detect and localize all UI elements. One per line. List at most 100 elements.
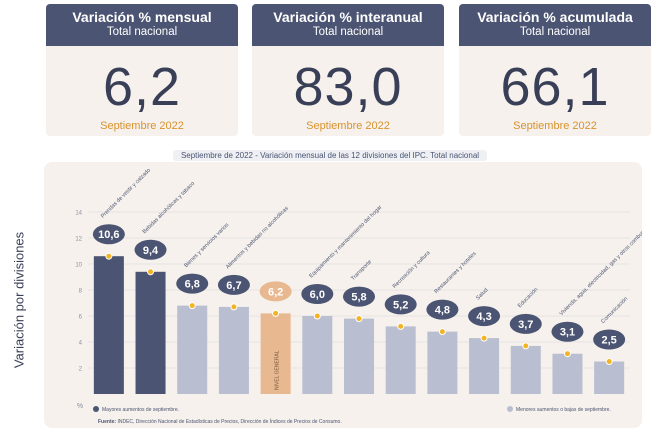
legend-highest-label: Mayores aumentos de septiembre. — [102, 407, 179, 413]
bar-marker-10 — [522, 342, 530, 350]
value-bubble-9 — [468, 306, 501, 327]
bar-12 — [594, 361, 625, 394]
bar-4 — [260, 313, 291, 394]
y-tick-label: 8 — [79, 289, 83, 295]
y-tick-label: 12 — [75, 237, 82, 243]
value-bubble-0 — [92, 224, 125, 245]
card-monthly: Variación % mensual Total nacional 6,2 S… — [46, 4, 238, 136]
y-axis-label-text: Variación por divisiones — [11, 231, 27, 369]
bar-marker-1 — [147, 268, 155, 276]
legend-lower-label: Menores aumentos o bajas de septiembre. — [516, 407, 611, 413]
value-label-11: 3,1 — [560, 327, 575, 339]
value-bubble-7 — [384, 294, 417, 315]
category-label-2: Bienes y servicios varios — [183, 222, 230, 269]
bar-7 — [385, 326, 416, 394]
card-accumulated-subtitle: Total nacional — [519, 26, 591, 38]
value-label-9: 4,3 — [476, 311, 491, 323]
value-bubble-8 — [426, 299, 459, 320]
value-bubble-10 — [509, 313, 542, 334]
bar-marker-6 — [355, 315, 363, 323]
bar-marker-0 — [105, 252, 113, 260]
card-monthly-date: Septiembre 2022 — [100, 120, 184, 132]
bar-marker-9 — [480, 334, 488, 342]
value-bubble-1 — [134, 239, 167, 260]
bar-marker-5 — [313, 312, 321, 320]
bar-11 — [552, 353, 583, 394]
card-monthly-header: Variación % mensual Total nacional — [46, 4, 238, 46]
card-monthly-subtitle: Total nacional — [106, 26, 178, 38]
source-note: Fuente: INDEC, Dirección Nacional de Est… — [98, 419, 342, 425]
bar-0 — [93, 256, 124, 394]
card-yearly-subtitle: Total nacional — [312, 26, 384, 38]
y-unit-label: % — [77, 403, 83, 410]
value-label-8: 4,8 — [435, 305, 450, 317]
value-label-12: 2,5 — [602, 335, 617, 347]
value-label-1: 9,4 — [143, 245, 159, 257]
bar-1 — [135, 271, 166, 394]
card-yearly-header: Variación % interanual Total nacional — [252, 4, 444, 46]
y-tick-label: 10 — [75, 263, 82, 269]
category-label-1: Bebidas alcohólicas y tabaco — [142, 181, 196, 235]
bar-8 — [427, 331, 458, 394]
category-label-6: Transporte — [350, 259, 373, 282]
card-yearly-title: Variación % interanual — [273, 9, 423, 25]
bar-marker-7 — [397, 322, 405, 330]
value-label-3: 6,7 — [226, 280, 241, 292]
y-tick-label: 6 — [79, 315, 83, 321]
category-label-7: Recreación y cultura — [392, 249, 432, 289]
source-label: Fuente: — [98, 419, 117, 425]
value-bubble-4 — [259, 281, 292, 302]
y-tick-label: 2 — [79, 367, 83, 373]
value-label-4: 6,2 — [268, 286, 283, 298]
source-text: INDEC, Dirección Nacional de Estadística… — [117, 419, 342, 425]
value-label-10: 3,7 — [518, 319, 533, 331]
bar-5 — [302, 316, 333, 394]
category-label-5: Equipamiento y mantenimiento del hogar — [308, 204, 383, 279]
category-label-4: NIVEL GENERAL — [275, 350, 281, 390]
card-accumulated-date: Septiembre 2022 — [513, 120, 597, 132]
value-label-5: 6,0 — [310, 289, 325, 301]
bar-6 — [343, 318, 375, 394]
value-bubble-5 — [301, 284, 334, 304]
bar-marker-11 — [563, 350, 571, 358]
card-yearly-date: Septiembre 2022 — [306, 120, 390, 132]
card-yearly-value: 83,0 — [293, 57, 403, 117]
card-accumulated-value: 66,1 — [500, 57, 610, 117]
value-bubble-12 — [593, 329, 626, 350]
card-monthly-title: Variación % mensual — [72, 9, 212, 25]
chart-title-text: Septiembre de 2022 - Variación mensual d… — [172, 150, 488, 161]
card-accumulated-header: Variación % acumulada Total nacional — [459, 4, 651, 46]
category-label-11: Vivienda, agua, electricidad, gas y otro… — [559, 220, 642, 317]
card-accumulated-title: Variación % acumulada — [477, 9, 633, 25]
card-monthly-value: 6,2 — [102, 57, 182, 117]
value-label-7: 5,2 — [393, 299, 408, 311]
value-bubble-6 — [343, 286, 375, 307]
value-bubble-11 — [551, 321, 584, 342]
card-yearly: Variación % interanual Total nacional 83… — [252, 4, 444, 136]
bar-9 — [469, 338, 500, 394]
chart-title: Septiembre de 2022 - Variación mensual d… — [0, 150, 660, 161]
value-bubble-2 — [176, 273, 209, 294]
value-label-6: 5,8 — [351, 292, 366, 304]
bar-marker-4 — [272, 309, 280, 317]
bar-2 — [177, 305, 208, 394]
card-accumulated: Variación % acumulada Total nacional 66,… — [459, 4, 651, 136]
category-label-12: Comunicación — [600, 296, 629, 325]
legend-highest-swatch — [93, 406, 99, 412]
legend-lower-swatch — [507, 406, 513, 412]
bar-marker-8 — [438, 328, 446, 336]
bar-marker-3 — [230, 303, 238, 311]
category-label-9: Salud — [475, 287, 489, 301]
bar-marker-2 — [188, 302, 196, 310]
bar-marker-12 — [605, 358, 613, 365]
bar-3 — [218, 306, 249, 394]
y-tick-label: 14 — [75, 211, 82, 217]
value-label-0: 10,6 — [98, 229, 119, 241]
y-tick-label: 4 — [79, 341, 83, 347]
y-axis-label: Variación por divisiones — [6, 220, 32, 380]
bar-10 — [510, 345, 541, 394]
value-bubble-3 — [217, 274, 250, 295]
value-label-2: 6,8 — [185, 279, 200, 291]
category-label-8: Restaurantes y hoteles — [434, 251, 478, 295]
